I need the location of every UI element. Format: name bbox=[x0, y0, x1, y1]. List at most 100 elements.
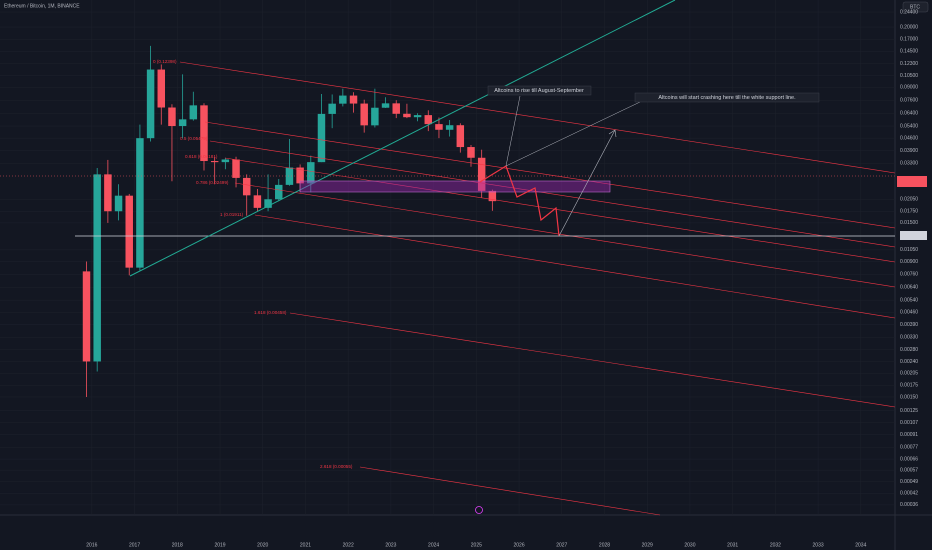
y-tick-label: 0.00640 bbox=[900, 285, 918, 291]
candle-body bbox=[253, 195, 262, 208]
x-tick-label: 2027 bbox=[556, 542, 567, 548]
x-tick-label: 2024 bbox=[428, 542, 439, 548]
fib-line bbox=[359, 466, 661, 516]
y-tick-label: 0.20000 bbox=[900, 24, 918, 30]
fib-label: 0 (0.12398) bbox=[153, 59, 177, 64]
candle-body bbox=[381, 103, 390, 108]
candle-body bbox=[445, 125, 454, 130]
candle-body bbox=[285, 167, 294, 185]
y-tick-label: 0.00900 bbox=[900, 259, 918, 265]
candle-body bbox=[275, 184, 283, 200]
candle-body bbox=[488, 190, 497, 202]
fib-line bbox=[179, 61, 896, 174]
y-tick-label: 0.00540 bbox=[900, 297, 918, 303]
x-tick-label: 2029 bbox=[642, 542, 653, 548]
x-tick-label: 2031 bbox=[727, 542, 738, 548]
fib-line bbox=[209, 140, 896, 248]
drawings bbox=[0, 0, 929, 516]
y-tick-label: 0.00036 bbox=[900, 502, 918, 508]
annotation-box bbox=[487, 85, 592, 96]
x-tick-label: 2021 bbox=[300, 542, 311, 548]
candle-body bbox=[424, 115, 433, 125]
x-tick-label: 2033 bbox=[813, 542, 824, 548]
candle-body bbox=[435, 124, 443, 130]
x-tick-label: 2026 bbox=[513, 542, 524, 548]
candle-body bbox=[114, 195, 123, 212]
candle-body bbox=[264, 199, 272, 208]
fib-line bbox=[224, 157, 896, 263]
y-tick-label: 0.02050 bbox=[900, 197, 918, 203]
annotation: Altcoins will start crashing here till t… bbox=[658, 95, 796, 101]
y-tick-label: 0.01050 bbox=[900, 247, 918, 253]
candle-body bbox=[296, 167, 304, 184]
x-tick-label: 2032 bbox=[770, 542, 781, 548]
fib-label: 0.5 (0.05479) bbox=[180, 136, 208, 141]
y-tick-label: 0.00760 bbox=[900, 272, 918, 278]
y-tick-label: 0.12300 bbox=[900, 61, 918, 67]
arrow-head bbox=[608, 129, 617, 138]
y-tick-label: 0.03300 bbox=[900, 161, 918, 167]
y-tick-label: 0.00390 bbox=[900, 322, 918, 328]
candle-body bbox=[178, 119, 187, 127]
fib-line bbox=[254, 214, 896, 319]
x-tick-label: 2023 bbox=[385, 542, 396, 548]
candle-body bbox=[467, 147, 475, 158]
candle-body bbox=[125, 195, 133, 268]
candle-body bbox=[403, 113, 411, 118]
y-tick-label: 0.01750 bbox=[900, 209, 918, 215]
projection-arrow bbox=[558, 129, 616, 237]
fib-line bbox=[204, 121, 896, 229]
y-tick-label: 0.00175 bbox=[900, 383, 918, 389]
y-tick-label: 0.24400 bbox=[900, 9, 918, 15]
candle-body bbox=[210, 161, 219, 163]
fib-label: 1.618 (0.00458) bbox=[254, 310, 287, 315]
x-tick-label: 2025 bbox=[471, 542, 482, 548]
y-tick-label: 0.03900 bbox=[900, 148, 918, 154]
candle-body bbox=[104, 174, 112, 212]
y-tick-label: 0.00077 bbox=[900, 445, 918, 451]
y-tick-label: 0.00150 bbox=[900, 394, 918, 400]
x-tick-label: 2030 bbox=[684, 542, 695, 548]
candle-body bbox=[456, 125, 465, 148]
candle-body bbox=[200, 105, 208, 162]
currency-box bbox=[902, 1, 929, 13]
y-tick-label: 0.00066 bbox=[900, 456, 918, 462]
candle-body bbox=[413, 115, 422, 118]
candle-body bbox=[168, 107, 176, 127]
y-tick-label: 0.05400 bbox=[900, 123, 918, 129]
y-tick-label: 0.00460 bbox=[900, 310, 918, 316]
support-badge bbox=[900, 231, 927, 240]
x-tick-label: 2018 bbox=[172, 542, 183, 548]
chart-title: Ethereum / Bitcoin, 1M, BINANCE bbox=[4, 3, 80, 9]
fib-line bbox=[234, 182, 896, 288]
candle-body bbox=[82, 271, 91, 362]
fib-label: 0.786 (0.02499) bbox=[196, 180, 229, 185]
candle-body bbox=[339, 95, 347, 104]
y-tick-label: 0.06400 bbox=[900, 111, 918, 117]
y-tick-label: 0.09000 bbox=[900, 85, 918, 91]
y-tick-label: 0.00205 bbox=[900, 371, 918, 377]
callout-line bbox=[505, 101, 641, 167]
candle-body bbox=[221, 159, 230, 163]
y-tick-label: 0.01500 bbox=[900, 220, 918, 226]
fib-label: 2.618 (0.00055) bbox=[320, 464, 353, 469]
x-tick-label: 2022 bbox=[343, 542, 354, 548]
candle-body bbox=[392, 103, 400, 114]
candle-body bbox=[136, 138, 144, 268]
y-tick-label: 0.00057 bbox=[900, 467, 918, 473]
candle-body bbox=[307, 162, 315, 184]
currency: BTC bbox=[910, 4, 920, 10]
y-tick-label: 0.14500 bbox=[900, 49, 918, 55]
zone-box bbox=[299, 180, 611, 193]
x-tick-label: 2016 bbox=[86, 542, 97, 548]
x-tick-label: 2034 bbox=[855, 542, 866, 548]
y-tick-label: 0.07600 bbox=[900, 98, 918, 104]
y-tick-label: 0.00107 bbox=[900, 420, 918, 426]
y-tick-label: 0.00240 bbox=[900, 359, 918, 365]
candle-body bbox=[328, 103, 336, 114]
x-tick-label: 2020 bbox=[257, 542, 268, 548]
x-tick-label: 2017 bbox=[129, 542, 140, 548]
